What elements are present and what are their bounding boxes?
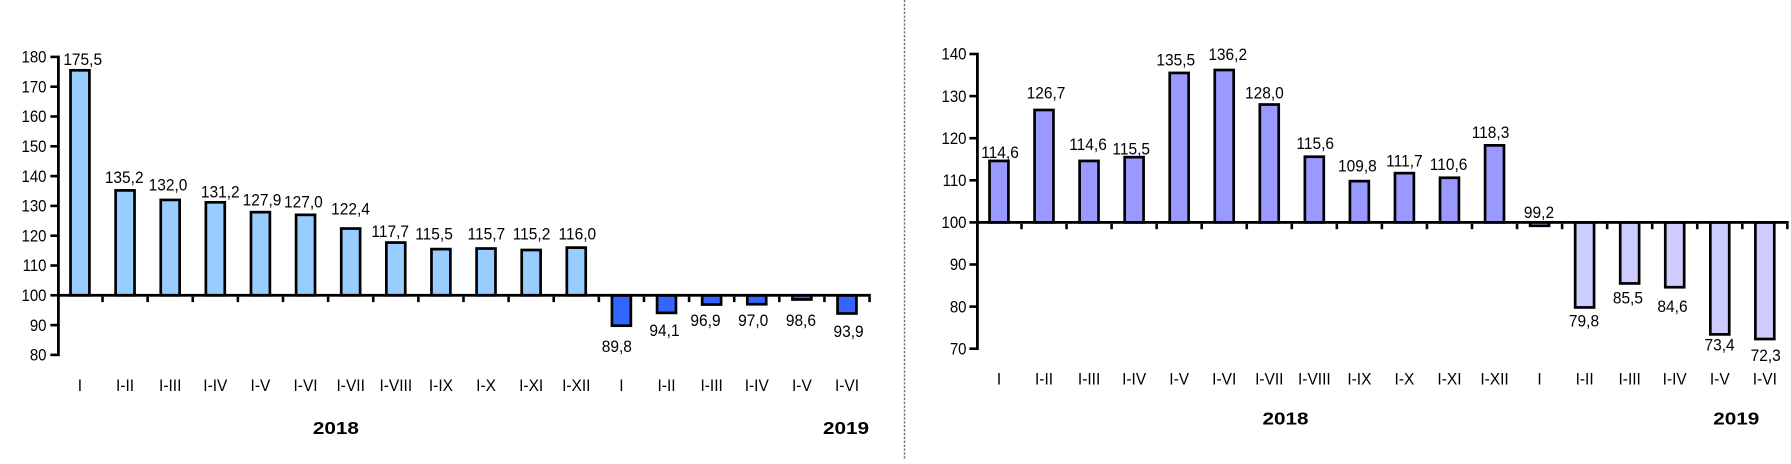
svg-text:132,0: 132,0 — [149, 176, 188, 195]
svg-text:89,8: 89,8 — [602, 337, 632, 356]
svg-text:I-II: I-II — [657, 376, 675, 395]
svg-text:84,6: 84,6 — [1657, 297, 1687, 316]
svg-text:115,6: 115,6 — [1296, 134, 1334, 153]
svg-text:I-IV: I-IV — [745, 376, 769, 395]
svg-text:I-IV: I-IV — [1663, 370, 1687, 389]
svg-text:120: 120 — [21, 228, 46, 246]
svg-text:150: 150 — [21, 138, 46, 156]
svg-text:128,0: 128,0 — [1245, 84, 1284, 103]
svg-text:80: 80 — [30, 347, 47, 365]
svg-text:I-II: I-II — [116, 376, 134, 395]
svg-text:120: 120 — [941, 130, 966, 148]
svg-text:I-IV: I-IV — [203, 376, 227, 395]
svg-text:I-V: I-V — [792, 376, 812, 395]
svg-text:I-V: I-V — [1710, 370, 1730, 389]
svg-text:I-II: I-II — [1576, 370, 1594, 389]
svg-text:175,5: 175,5 — [63, 50, 102, 69]
svg-text:111,7: 111,7 — [1386, 152, 1422, 171]
svg-text:I-III: I-III — [1618, 370, 1640, 389]
svg-text:100: 100 — [941, 214, 966, 232]
svg-text:114,6: 114,6 — [1069, 135, 1107, 154]
svg-text:I-VIII: I-VIII — [1298, 370, 1331, 389]
svg-text:122,4: 122,4 — [331, 200, 370, 219]
svg-text:I-XII: I-XII — [562, 376, 590, 395]
svg-text:I-VI: I-VI — [835, 376, 859, 395]
svg-text:127,0: 127,0 — [284, 193, 323, 212]
svg-text:I-VII: I-VII — [336, 376, 364, 395]
svg-text:I-IX: I-IX — [1347, 370, 1371, 389]
svg-text:99,2: 99,2 — [1524, 204, 1554, 223]
svg-text:98,6: 98,6 — [786, 311, 816, 330]
svg-text:90: 90 — [950, 257, 967, 275]
svg-text:127,9: 127,9 — [243, 191, 282, 210]
svg-text:I-IV: I-IV — [1122, 370, 1146, 389]
svg-text:115,7: 115,7 — [467, 225, 505, 244]
svg-text:79,8: 79,8 — [1569, 312, 1599, 331]
svg-text:115,5: 115,5 — [1112, 140, 1150, 159]
svg-text:I-XI: I-XI — [519, 376, 543, 395]
svg-text:I-VI: I-VI — [1753, 370, 1777, 389]
svg-text:115,2: 115,2 — [513, 225, 551, 244]
svg-text:I-XII: I-XII — [1480, 370, 1508, 389]
svg-text:116,0: 116,0 — [558, 225, 596, 244]
svg-text:2019: 2019 — [823, 418, 869, 438]
svg-text:126,7: 126,7 — [1027, 84, 1066, 103]
svg-text:135,2: 135,2 — [105, 168, 144, 187]
svg-text:110: 110 — [23, 258, 47, 276]
svg-text:130: 130 — [21, 198, 46, 216]
svg-text:90: 90 — [30, 317, 47, 335]
svg-text:96,9: 96,9 — [690, 311, 720, 330]
svg-text:160: 160 — [21, 109, 46, 127]
svg-text:85,5: 85,5 — [1613, 289, 1643, 308]
svg-text:136,2: 136,2 — [1208, 45, 1247, 64]
svg-text:94,1: 94,1 — [649, 321, 679, 340]
svg-text:I-VII: I-VII — [1255, 370, 1283, 389]
svg-text:100: 100 — [21, 287, 46, 305]
svg-text:I-VI: I-VI — [294, 376, 318, 395]
svg-text:180: 180 — [21, 49, 46, 67]
svg-text:114,6: 114,6 — [981, 143, 1019, 162]
svg-text:109,8: 109,8 — [1338, 157, 1377, 176]
svg-text:I-IX: I-IX — [429, 376, 453, 395]
svg-text:72,3: 72,3 — [1751, 346, 1781, 365]
svg-text:2019: 2019 — [1713, 409, 1759, 429]
svg-text:110: 110 — [943, 172, 967, 190]
svg-text:I-III: I-III — [159, 376, 181, 395]
svg-text:I-III: I-III — [1078, 370, 1100, 389]
svg-text:I-III: I-III — [700, 376, 722, 395]
svg-text:118,3: 118,3 — [1472, 123, 1510, 142]
svg-text:80: 80 — [950, 299, 967, 317]
svg-text:110,6: 110,6 — [1430, 155, 1468, 174]
svg-text:2018: 2018 — [1262, 409, 1308, 429]
svg-text:I-X: I-X — [1395, 370, 1415, 389]
svg-text:93,9: 93,9 — [834, 322, 864, 341]
svg-text:2018: 2018 — [313, 418, 359, 438]
svg-text:I-V: I-V — [1169, 370, 1189, 389]
svg-text:131,2: 131,2 — [201, 183, 240, 202]
svg-text:I-V: I-V — [251, 376, 271, 395]
svg-text:I-XI: I-XI — [1437, 370, 1461, 389]
svg-text:130: 130 — [941, 88, 966, 106]
svg-text:140: 140 — [941, 46, 966, 64]
svg-text:I: I — [78, 376, 82, 395]
svg-text:73,4: 73,4 — [1705, 336, 1735, 355]
svg-text:97,0: 97,0 — [738, 311, 768, 330]
svg-text:170: 170 — [21, 79, 46, 97]
svg-text:I-X: I-X — [476, 376, 496, 395]
svg-text:I-II: I-II — [1035, 370, 1053, 389]
svg-text:I: I — [1537, 370, 1541, 389]
svg-text:I-VI: I-VI — [1212, 370, 1236, 389]
svg-text:140: 140 — [21, 168, 46, 186]
svg-text:I: I — [619, 376, 623, 395]
svg-text:70: 70 — [950, 341, 967, 359]
svg-text:115,5: 115,5 — [415, 225, 453, 244]
svg-text:135,5: 135,5 — [1156, 51, 1195, 70]
svg-text:I: I — [997, 370, 1001, 389]
svg-text:I-VIII: I-VIII — [379, 376, 412, 395]
svg-text:117,7: 117,7 — [371, 222, 409, 241]
